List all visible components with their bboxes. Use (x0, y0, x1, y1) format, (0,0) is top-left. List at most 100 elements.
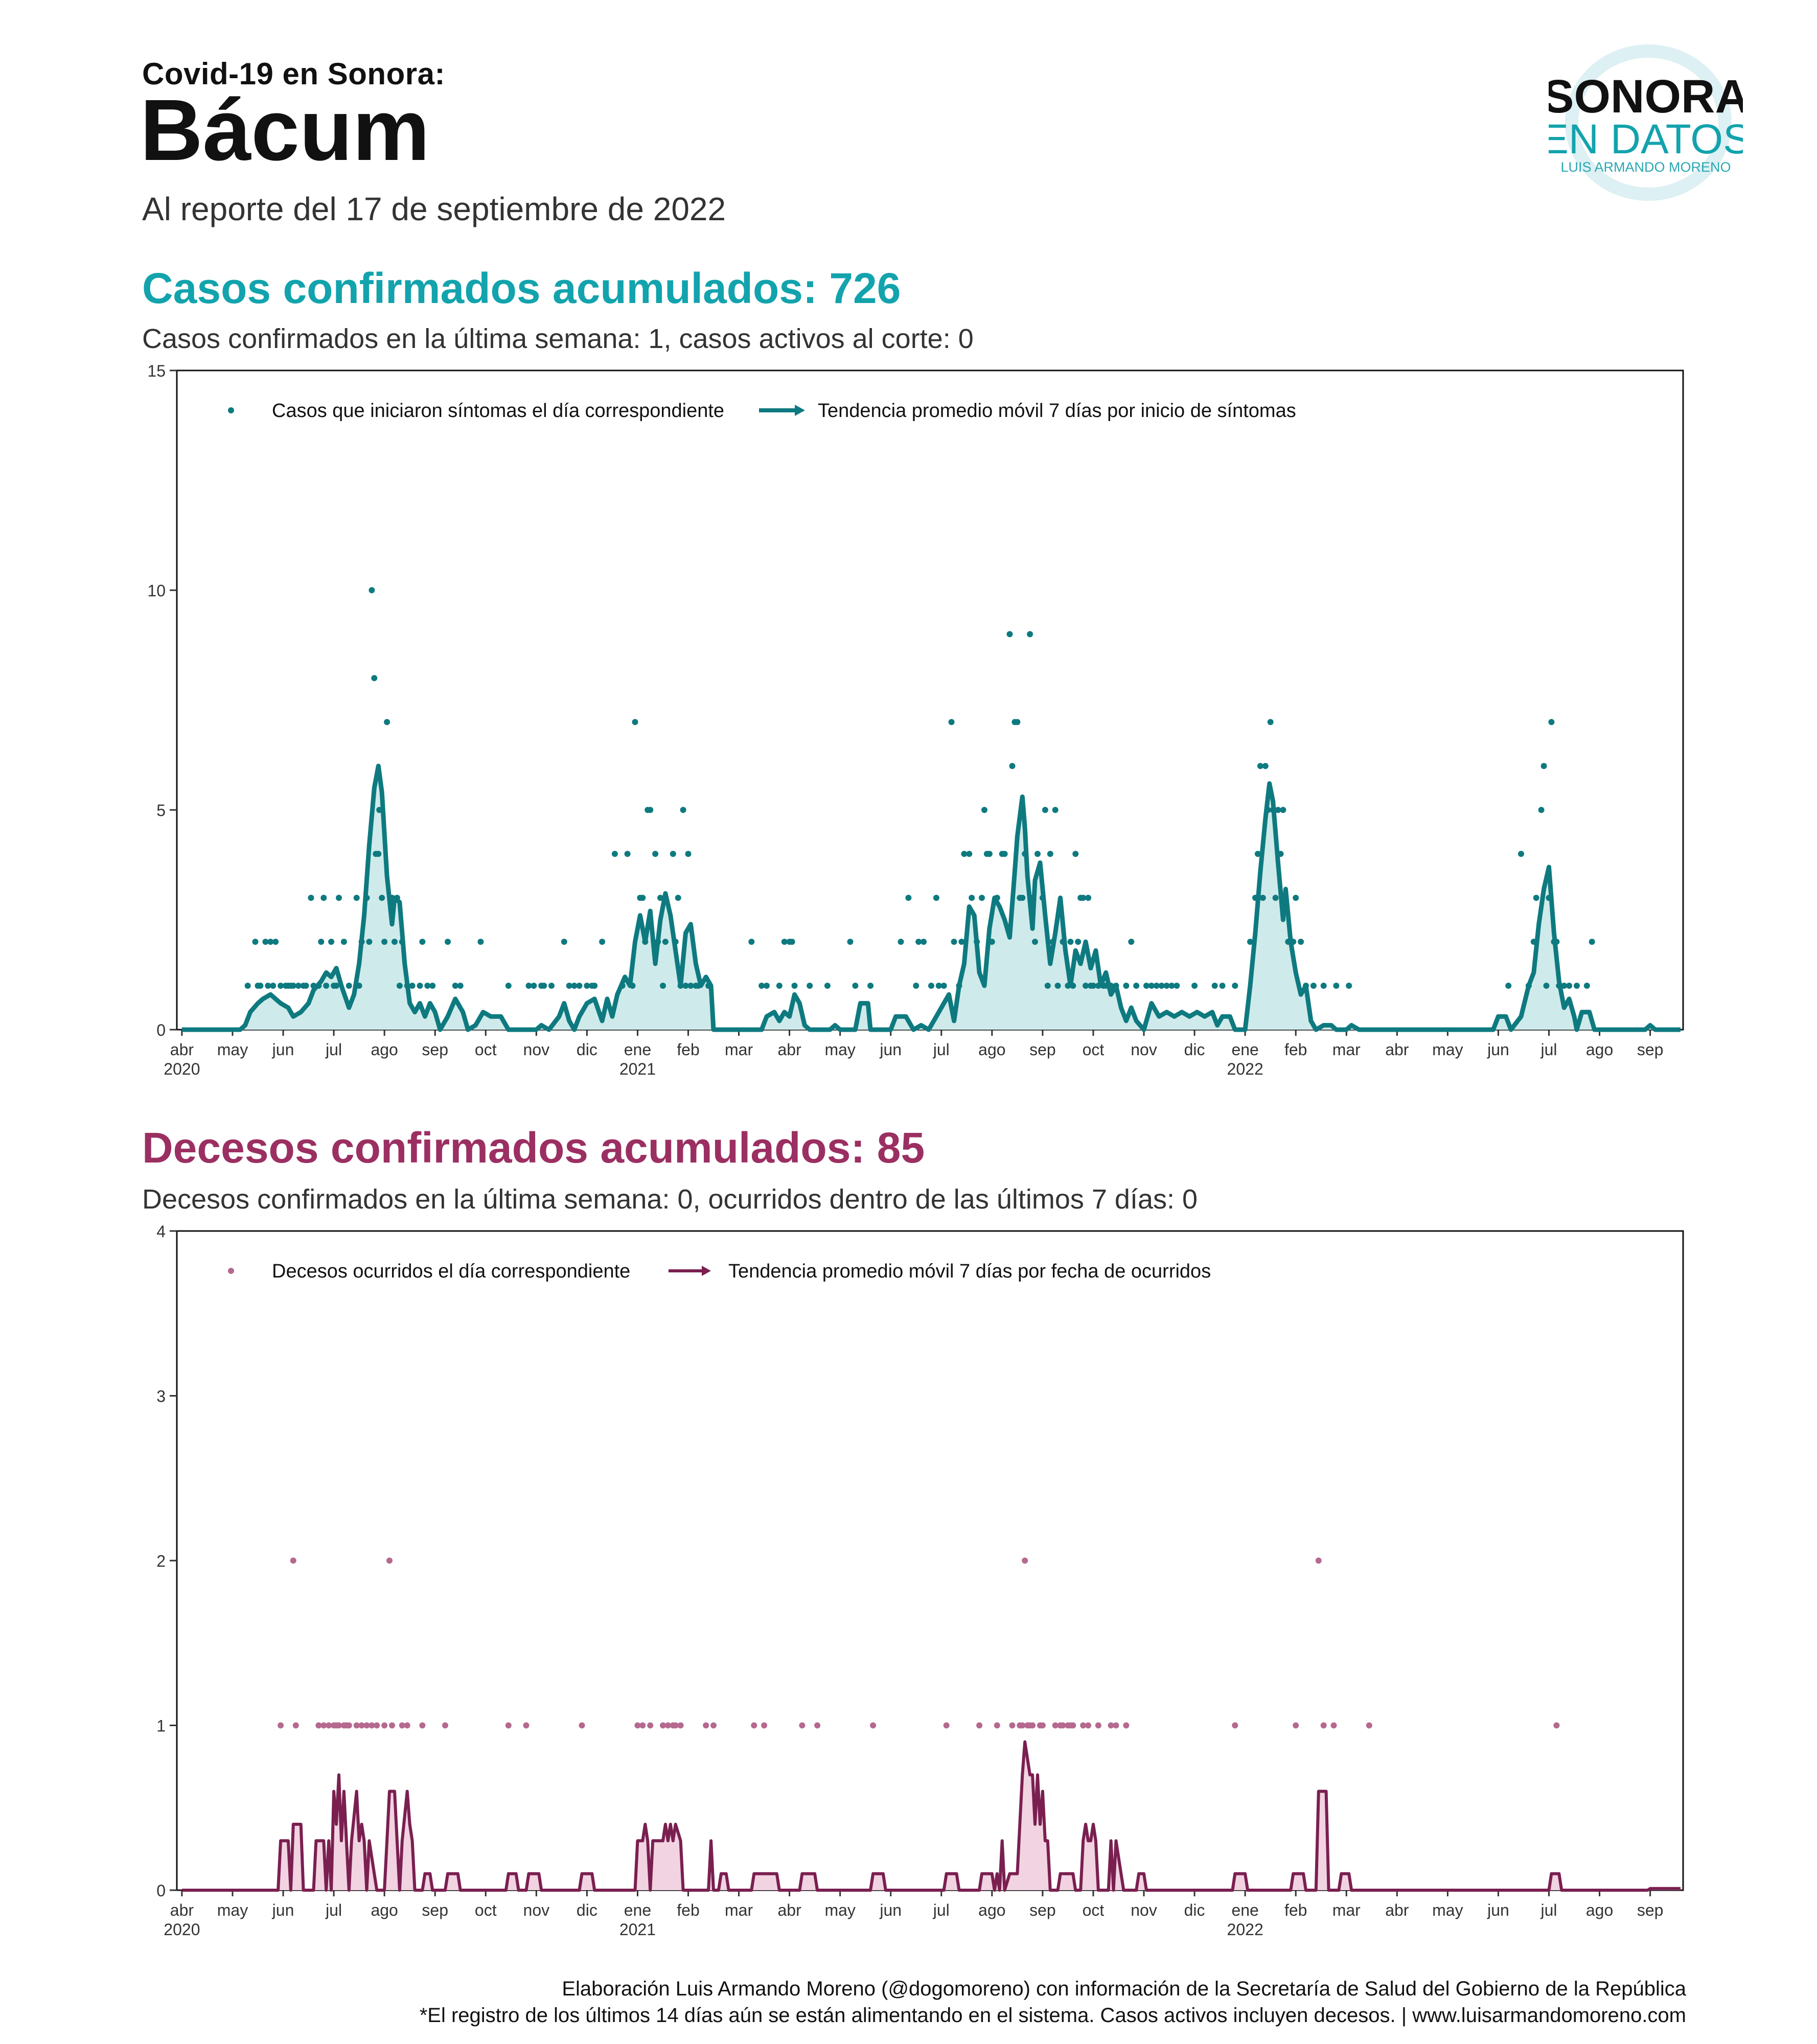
cases-daily-point (1583, 983, 1590, 989)
cases-daily-point (1022, 851, 1028, 857)
cases-daily-point (1054, 983, 1061, 989)
cases-daily-point (1123, 983, 1130, 989)
cases-daily-point (695, 983, 702, 989)
cases-daily-point (379, 895, 385, 901)
cases-daily-point (1029, 895, 1036, 901)
cases-daily-point (252, 939, 259, 945)
deaths-xtick-label: jun (879, 1901, 902, 1919)
cases-daily-point (1259, 895, 1266, 901)
deaths-xtick-label: ago (371, 1901, 398, 1919)
cases-daily-point (1133, 983, 1140, 989)
deaths-daily-point (1293, 1722, 1299, 1729)
cases-daily-point (1267, 719, 1274, 725)
cases-daily-point (576, 983, 583, 989)
cases-daily-point (363, 895, 370, 901)
deaths-daily-point (677, 1722, 684, 1729)
cases-daily-point (1561, 983, 1568, 989)
deaths-plot-frame (176, 1230, 1684, 1891)
cases-daily-point (1254, 851, 1261, 857)
deaths-daily-point (358, 1722, 365, 1729)
deaths-daily-points (278, 1558, 1560, 1729)
cases-year-label: 2020 (164, 1060, 200, 1078)
cases-xtick-label: sep (1029, 1040, 1056, 1059)
deaths-xtick-label: sep (422, 1901, 448, 1919)
cases-xtick-label: feb (1284, 1040, 1307, 1059)
kicker: Covid-19 en Sonora: (142, 57, 445, 91)
cases-legend-point-key (228, 407, 234, 413)
cases-daily-point (687, 983, 694, 989)
cases-daily-point (295, 983, 302, 989)
deaths-daily-point (1108, 1722, 1114, 1729)
cases-daily-point (308, 895, 314, 901)
cases-daily-point (979, 895, 985, 901)
cases-daily-point (705, 983, 712, 989)
cases-daily-point (1247, 939, 1253, 945)
cases-daily-point (1290, 939, 1297, 945)
cases-daily-point (657, 895, 663, 901)
deaths-daily-point (404, 1722, 410, 1729)
cases-title: Casos confirmados acumulados: 726 (142, 264, 901, 312)
deaths-daily-point (1019, 1722, 1026, 1729)
cases-daily-point (1014, 719, 1021, 725)
cases-daily-point (1525, 983, 1532, 989)
cases-daily-point (1080, 895, 1087, 901)
cases-daily-point (1113, 983, 1119, 989)
cases-daily-point (677, 983, 684, 989)
deaths-daily-point (389, 1722, 395, 1729)
cases-daily-point (270, 983, 277, 989)
cases-daily-point (356, 983, 362, 989)
cases-daily-point (807, 983, 813, 989)
cases-daily-point (682, 983, 689, 989)
deaths-daily-point (399, 1722, 405, 1729)
footer-credit: Elaboración Luis Armando Moreno (@dogomo… (562, 1978, 1686, 2000)
deaths-daily-point (1060, 1722, 1066, 1729)
deaths-daily-point (579, 1722, 585, 1729)
deaths-xtick-label: jul (1540, 1901, 1557, 1919)
cases-daily-point (244, 983, 251, 989)
cases-daily-point (323, 983, 330, 989)
deaths-ytick-label: 1 (156, 1717, 166, 1735)
cases-daily-point (1280, 807, 1286, 813)
deaths-daily-point (369, 1722, 375, 1729)
cases-daily-point (1589, 939, 1595, 945)
deaths-daily-point (761, 1722, 768, 1729)
deaths-xtick-label: feb (677, 1901, 699, 1919)
cases-daily-point (913, 983, 919, 989)
deaths-ytick-label: 0 (156, 1882, 166, 1900)
deaths-daily-point (1366, 1722, 1372, 1729)
deaths-xtick-label: may (217, 1901, 248, 1919)
cases-daily-point (928, 983, 934, 989)
cases-xtick-label: may (824, 1040, 855, 1059)
deaths-daily-point (1080, 1722, 1087, 1729)
cases-daily-point (940, 983, 947, 989)
logo-ring (1565, 44, 1732, 201)
cases-xtick-label: nov (523, 1040, 550, 1059)
deaths-daily-point (1095, 1722, 1101, 1729)
deaths-xtick-label: nov (523, 1901, 550, 1919)
cases-daily-point (1044, 983, 1051, 989)
deaths-daily-point (336, 1722, 342, 1729)
cases-daily-point (371, 675, 378, 681)
cases-daily-point (505, 983, 512, 989)
cases-daily-point (1072, 851, 1079, 857)
cases-daily-point (655, 939, 661, 945)
cases-daily-point (1168, 983, 1175, 989)
deaths-daily-point (1330, 1722, 1337, 1729)
cases-daily-point (381, 939, 388, 945)
cases-daily-point (1163, 983, 1170, 989)
cases-xtick-label: nov (1131, 1040, 1157, 1059)
cases-daily-point (541, 983, 547, 989)
cases-daily-point (384, 719, 390, 725)
cases-daily-points (244, 587, 1595, 989)
deaths-axes: 0 1 2 3 4 abr may jun jul ago sep oct nov dic ene feb ma… (156, 1222, 1683, 1939)
cases-daily-point (257, 983, 264, 989)
cases-xtick-label: jun (879, 1040, 902, 1059)
deaths-daily-point (1085, 1722, 1092, 1729)
deaths-xtick-label: mar (725, 1901, 753, 1919)
cases-xtick-label: jun (1487, 1040, 1509, 1059)
cases-daily-point (948, 719, 955, 725)
cases-daily-point (789, 939, 795, 945)
cases-daily-point (262, 939, 269, 945)
cases-daily-point (981, 807, 987, 813)
deaths-legend-point-key (228, 1268, 234, 1274)
